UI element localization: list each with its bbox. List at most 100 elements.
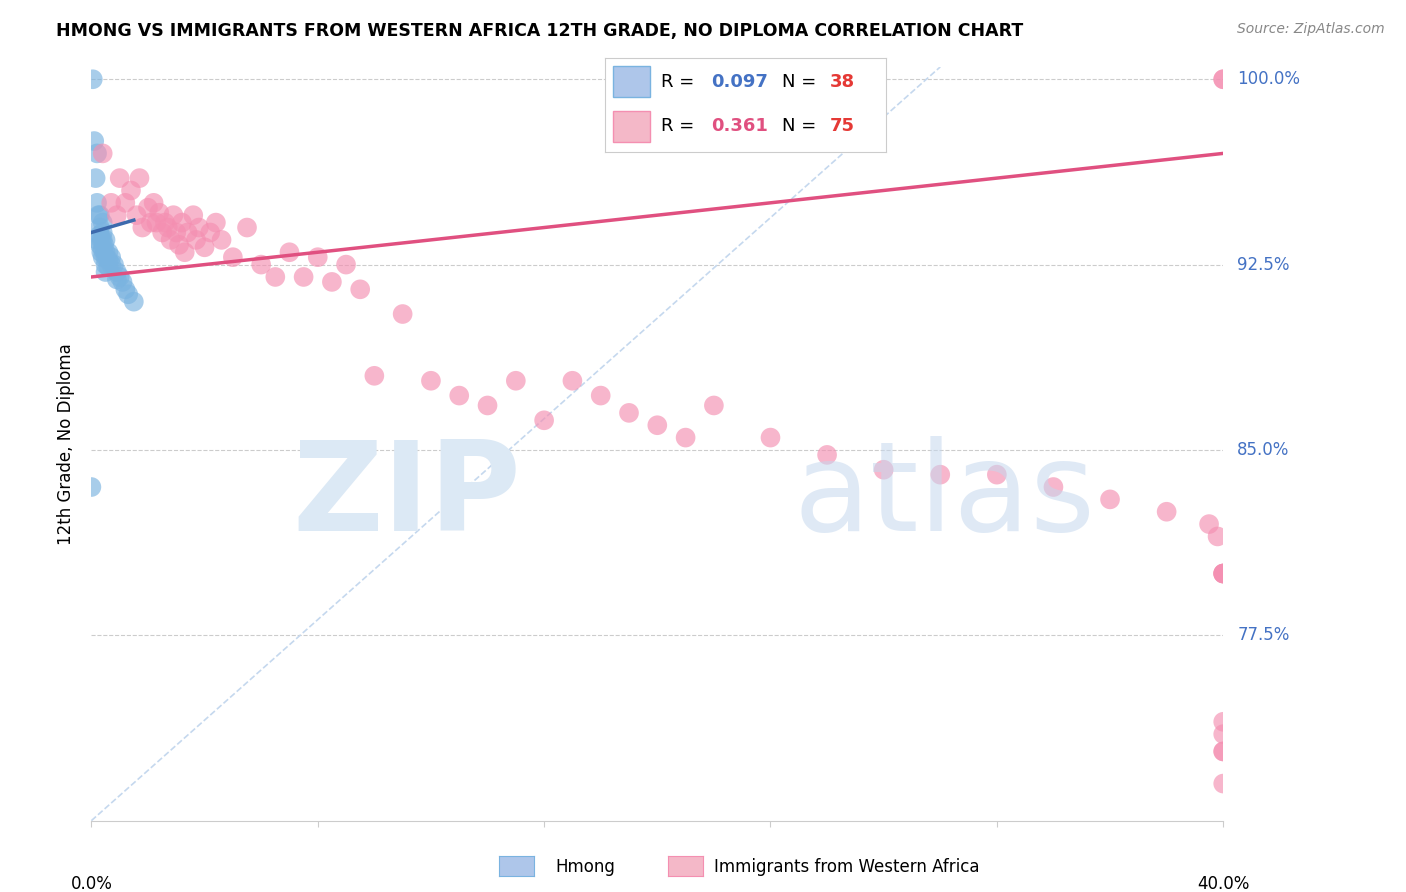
Point xyxy=(264,269,287,284)
Point xyxy=(94,245,117,260)
Point xyxy=(82,72,104,87)
Point xyxy=(105,208,128,222)
Point xyxy=(80,480,103,494)
Text: R =: R = xyxy=(661,73,700,91)
Point xyxy=(815,448,838,462)
FancyBboxPatch shape xyxy=(613,112,650,142)
Point xyxy=(419,374,441,388)
Point xyxy=(1212,566,1234,581)
Point xyxy=(89,237,111,252)
Text: 92.5%: 92.5% xyxy=(1237,256,1289,274)
Text: 85.0%: 85.0% xyxy=(1237,441,1289,459)
Point xyxy=(449,388,471,402)
Point xyxy=(391,307,413,321)
Point xyxy=(1212,744,1234,758)
Point xyxy=(170,216,193,230)
Point xyxy=(1212,72,1234,87)
Point xyxy=(929,467,952,482)
Point xyxy=(131,220,153,235)
FancyBboxPatch shape xyxy=(613,66,650,97)
Point xyxy=(117,287,139,301)
Point xyxy=(589,388,612,402)
Text: Hmong: Hmong xyxy=(555,858,616,876)
Point xyxy=(1212,566,1234,581)
Point xyxy=(278,245,301,260)
Point xyxy=(505,374,527,388)
Point xyxy=(103,258,125,272)
Point xyxy=(91,250,114,264)
Point xyxy=(97,245,120,260)
Point xyxy=(97,252,120,267)
Point xyxy=(150,226,173,240)
Point xyxy=(176,226,198,240)
Point xyxy=(173,245,195,260)
Point xyxy=(222,250,245,264)
Point xyxy=(200,226,222,240)
Point xyxy=(675,431,697,445)
Point xyxy=(91,216,114,230)
Point xyxy=(1206,529,1229,543)
Point xyxy=(872,463,894,477)
Point xyxy=(90,233,112,247)
Point xyxy=(349,282,371,296)
Point xyxy=(84,171,107,186)
Point xyxy=(184,233,207,247)
Point xyxy=(114,195,136,210)
Point xyxy=(193,240,217,254)
Text: R =: R = xyxy=(661,117,700,135)
Point xyxy=(105,265,128,279)
Text: 0.097: 0.097 xyxy=(711,73,768,91)
Text: 100.0%: 100.0% xyxy=(1237,70,1301,88)
Point xyxy=(986,467,1008,482)
Point xyxy=(108,171,131,186)
Point xyxy=(1212,776,1234,790)
Point xyxy=(250,258,273,272)
Point xyxy=(91,226,114,240)
Point xyxy=(89,220,111,235)
Point xyxy=(86,195,108,210)
Point xyxy=(93,237,115,252)
Point xyxy=(91,243,114,257)
Point xyxy=(1212,72,1234,87)
Point xyxy=(1212,714,1234,729)
Point xyxy=(94,258,117,272)
Point xyxy=(125,208,148,222)
Point xyxy=(83,134,105,148)
Point xyxy=(1212,566,1234,581)
Point xyxy=(159,233,181,247)
Point xyxy=(1212,744,1234,758)
Point xyxy=(97,260,120,274)
Point xyxy=(363,368,385,383)
Point xyxy=(211,233,233,247)
Point xyxy=(1098,492,1121,507)
Point xyxy=(86,233,108,247)
Text: 38: 38 xyxy=(830,73,855,91)
Point xyxy=(167,237,190,252)
Point xyxy=(136,201,159,215)
Point xyxy=(142,195,165,210)
Point xyxy=(91,146,114,161)
Point xyxy=(307,250,329,264)
Point xyxy=(703,399,725,413)
Point xyxy=(90,245,112,260)
Point xyxy=(94,265,117,279)
Point xyxy=(181,208,204,222)
Text: ZIP: ZIP xyxy=(292,436,522,557)
Point xyxy=(89,208,111,222)
Point xyxy=(645,418,668,433)
Point xyxy=(91,233,114,247)
Point xyxy=(292,269,315,284)
Text: N =: N = xyxy=(782,117,821,135)
Point xyxy=(321,275,343,289)
Text: HMONG VS IMMIGRANTS FROM WESTERN AFRICA 12TH GRADE, NO DIPLOMA CORRELATION CHART: HMONG VS IMMIGRANTS FROM WESTERN AFRICA … xyxy=(56,22,1024,40)
Text: 0.361: 0.361 xyxy=(711,117,768,135)
Point xyxy=(236,220,259,235)
Point xyxy=(156,220,179,235)
Point xyxy=(128,171,150,186)
Text: 0.0%: 0.0% xyxy=(70,875,112,892)
Point xyxy=(1212,727,1234,741)
Text: 75: 75 xyxy=(830,117,855,135)
Point xyxy=(86,146,108,161)
Point xyxy=(145,216,167,230)
Point xyxy=(111,275,134,289)
